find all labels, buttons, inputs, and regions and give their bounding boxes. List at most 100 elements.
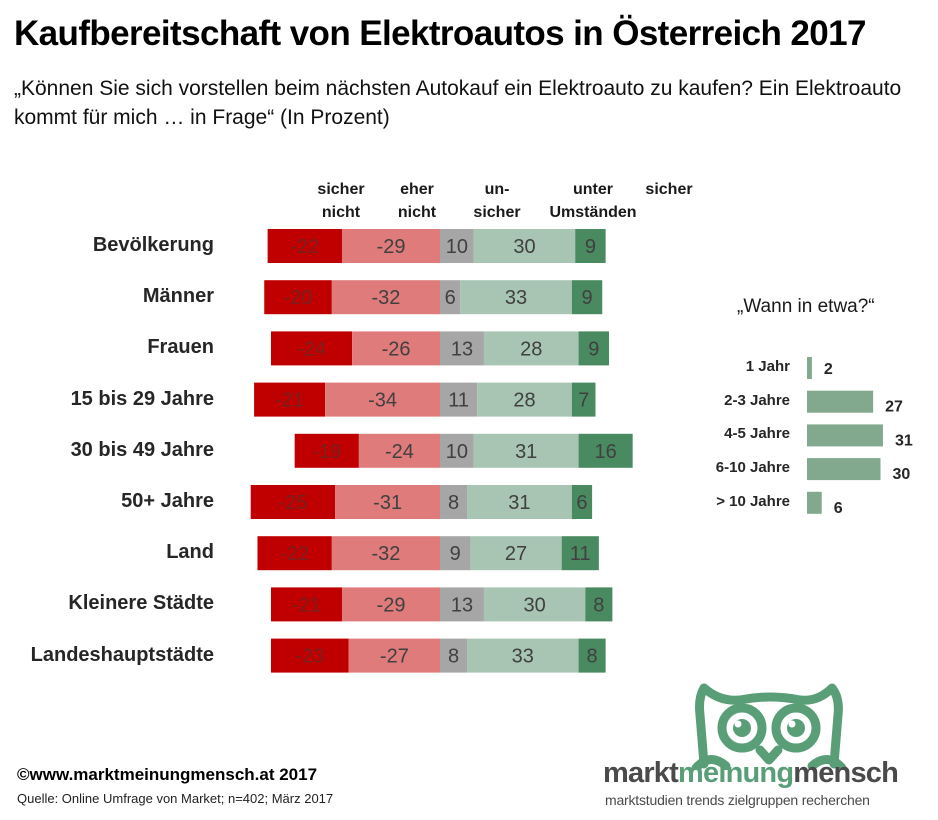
- data-label: 30: [513, 236, 535, 258]
- brand-part-meinung: meinung: [678, 757, 794, 789]
- side-data-label: 6: [834, 500, 843, 517]
- bar-segment: [341, 587, 440, 622]
- series-header: sicher nicht: [281, 178, 401, 224]
- data-label: -29: [377, 594, 406, 616]
- bar-segment: [440, 587, 484, 622]
- data-label: -21: [292, 594, 321, 616]
- data-label: 11: [570, 543, 591, 565]
- series-header-line: sicher: [317, 181, 365, 198]
- side-data-label: 27: [885, 399, 903, 416]
- bar-segment: [264, 280, 332, 315]
- bar-segment: [477, 382, 572, 417]
- bar-segment: [440, 331, 484, 366]
- side-category-label: 4-5 Jahre: [724, 425, 790, 443]
- bar-segment: [358, 433, 440, 468]
- data-label: 33: [512, 646, 534, 668]
- data-label: -26: [382, 338, 411, 360]
- side-bar: [807, 390, 874, 413]
- owl-icon: [691, 683, 847, 770]
- bar-segment: [571, 382, 596, 417]
- data-label: 8: [593, 594, 604, 616]
- data-label: 11: [448, 390, 469, 412]
- row-label: 15 bis 29 Jahre: [70, 387, 214, 410]
- series-header-line: eher: [400, 181, 434, 198]
- bar-segment: [575, 229, 606, 263]
- data-label: 13: [451, 338, 473, 360]
- bar-segment: [440, 433, 474, 468]
- bar-segment: [271, 331, 353, 366]
- bar-segment: [467, 485, 572, 519]
- row-label: 50+ Jahre: [121, 490, 214, 512]
- bar-segment: [331, 536, 440, 571]
- data-label: -27: [380, 646, 409, 668]
- brand-wordmark: marktmeinungmensch: [603, 757, 899, 790]
- brand-part-mensch: mensch: [793, 757, 899, 789]
- side-data-label: 31: [895, 432, 913, 449]
- bar-segment: [335, 485, 440, 519]
- series-header: unter Umständen: [533, 178, 653, 224]
- bar-segment: [294, 433, 359, 468]
- brand-tagline: marktstudien trends zielgruppen recherch…: [605, 792, 870, 808]
- data-label: -21: [275, 390, 304, 412]
- side-bar: [807, 357, 812, 379]
- row-label: 30 bis 49 Jahre: [70, 438, 214, 461]
- bar-segment: [254, 382, 326, 417]
- bar-segment: [440, 382, 478, 417]
- row-label: Landeshauptstädte: [30, 643, 214, 666]
- source-text: Quelle: Online Umfrage von Market; n=402…: [17, 791, 334, 806]
- data-label: -20: [284, 287, 313, 309]
- row-label: Bevölkerung: [92, 234, 214, 256]
- bar-segment: [352, 331, 440, 366]
- series-header: sicher: [609, 178, 729, 224]
- bar-segment: [578, 638, 606, 673]
- side-chart-title: „Wann in etwa?“: [737, 296, 875, 317]
- data-label: 31: [508, 492, 530, 514]
- series-header-line: unter: [573, 181, 613, 198]
- data-label: 33: [505, 287, 527, 309]
- bar-segment: [473, 229, 576, 263]
- bar-segment: [460, 280, 572, 315]
- data-label: 16: [594, 441, 616, 463]
- brand-part-markt: markt: [603, 757, 679, 789]
- row-label: Männer: [142, 285, 214, 308]
- diverging-bar-chart: -22 -29 10 30 9-20 -32 6 33 9-24 -26 13 28 9-21 -34 11…: [250, 229, 913, 673]
- data-label: 9: [450, 543, 461, 565]
- chart-subtitle: „Können Sie sich vorstellen beim nächste…: [14, 77, 902, 129]
- chart-title: Kaufbereitschaft von Elektroautos in Öst…: [14, 14, 866, 53]
- bar-segment: [325, 382, 440, 417]
- side-bar: [807, 491, 822, 514]
- data-label: 30: [524, 594, 546, 616]
- side-category-label: 1 Jahr: [745, 358, 790, 375]
- series-header-line: nicht: [397, 204, 437, 221]
- data-label: -25: [279, 492, 308, 514]
- data-label: -31: [373, 492, 402, 514]
- data-label: 9: [585, 236, 596, 258]
- data-label: 9: [588, 338, 599, 360]
- bar-segment: [250, 485, 336, 519]
- data-label: 9: [581, 287, 592, 309]
- data-label: 10: [446, 441, 468, 463]
- series-header-line: sicher: [645, 181, 693, 198]
- series-header-line: sicher: [473, 204, 521, 221]
- bar-segment: [473, 433, 579, 468]
- bar-segment: [341, 229, 440, 263]
- data-label: -32: [371, 543, 400, 565]
- data-label: 28: [520, 338, 542, 360]
- series-header-line: un-: [484, 181, 510, 198]
- series-header: un-sicher: [437, 178, 557, 224]
- series-header: eher nicht: [357, 178, 477, 224]
- bar-segment: [267, 229, 342, 263]
- side-bar: [807, 458, 881, 481]
- bar-segment: [578, 331, 609, 366]
- data-label: -34: [368, 390, 397, 412]
- bar-segment: [585, 587, 613, 622]
- data-label: -24: [385, 441, 414, 463]
- data-label: -19: [312, 441, 341, 463]
- bar-segment: [257, 536, 332, 571]
- data-label: 8: [448, 492, 459, 514]
- data-label: 27: [505, 543, 527, 565]
- side-category-label: 2-3 Jahre: [724, 391, 790, 409]
- row-label: Frauen: [147, 336, 214, 359]
- side-category-label: 6-10 Jahre: [715, 459, 790, 477]
- bar-segment: [467, 638, 579, 673]
